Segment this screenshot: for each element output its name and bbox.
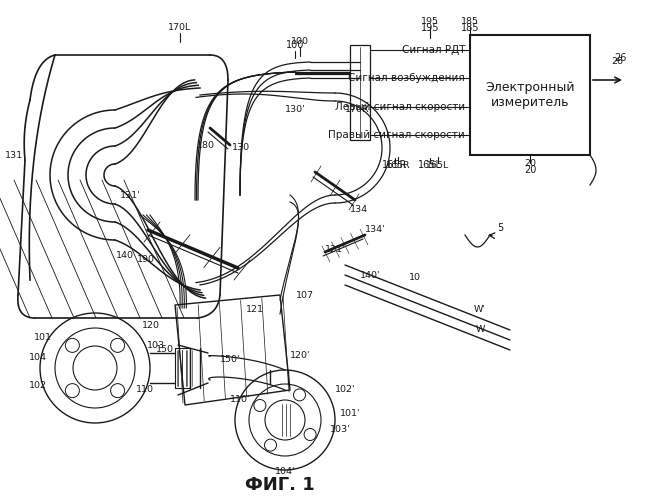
Text: 5: 5: [497, 223, 503, 233]
Text: 102: 102: [29, 380, 47, 390]
Text: Сигнал возбуждения: Сигнал возбуждения: [348, 73, 465, 83]
Text: 170L: 170L: [168, 24, 192, 32]
Text: Правый сигнал скорости: Правый сигнал скорости: [329, 130, 465, 140]
Text: 100: 100: [286, 40, 304, 50]
Bar: [350, 45, 370, 140]
Text: 120: 120: [142, 320, 160, 330]
Text: 107: 107: [296, 290, 314, 300]
Text: 131: 131: [5, 150, 23, 160]
Text: 102': 102': [335, 386, 356, 394]
Text: 195: 195: [421, 23, 439, 33]
Text: 26: 26: [614, 53, 626, 63]
Bar: [470, 35, 590, 155]
Text: W: W: [476, 326, 485, 334]
Text: 170R: 170R: [345, 106, 369, 114]
Text: 104': 104': [275, 468, 295, 476]
Text: 20: 20: [524, 165, 536, 175]
Text: 103: 103: [147, 340, 165, 349]
Text: 26: 26: [611, 58, 623, 66]
Text: 165L: 165L: [426, 160, 450, 170]
Text: 103': 103': [330, 426, 351, 434]
Text: 100: 100: [291, 38, 309, 46]
Text: 121': 121': [325, 246, 345, 254]
Text: 165L: 165L: [418, 160, 442, 170]
Text: 190: 190: [137, 256, 155, 264]
Text: 150: 150: [156, 346, 174, 354]
Text: 110: 110: [136, 386, 154, 394]
Text: 131': 131': [120, 190, 141, 200]
Text: Сигнал РДТ: Сигнал РДТ: [402, 45, 465, 55]
Text: 130': 130': [284, 106, 305, 114]
Text: Электронный
измеритель: Электронный измеритель: [485, 81, 575, 109]
Text: 134: 134: [350, 206, 368, 214]
Bar: [175, 348, 190, 388]
Text: 150': 150': [220, 356, 240, 364]
Text: 20: 20: [524, 158, 536, 168]
Text: 121: 121: [246, 306, 264, 314]
Text: 110': 110': [230, 396, 250, 404]
Text: 104: 104: [29, 354, 47, 362]
Text: 165R: 165R: [382, 160, 408, 170]
Text: W': W': [474, 306, 486, 314]
Text: Левый сигнал скорости: Левый сигнал скорости: [335, 102, 465, 112]
Text: 10: 10: [409, 274, 421, 282]
Text: 140: 140: [116, 250, 134, 260]
Text: 195: 195: [421, 18, 439, 26]
Text: 185: 185: [461, 18, 479, 26]
Text: 165R: 165R: [386, 160, 410, 170]
Text: 140': 140': [360, 270, 380, 280]
Text: 130: 130: [232, 144, 250, 152]
Text: 180: 180: [197, 140, 215, 149]
Text: ФИГ. 1: ФИГ. 1: [245, 476, 315, 494]
Text: 185: 185: [461, 23, 480, 33]
Text: 101: 101: [34, 332, 52, 342]
Text: 101': 101': [340, 408, 360, 418]
Text: 120': 120': [290, 350, 310, 360]
Text: 134': 134': [365, 226, 386, 234]
